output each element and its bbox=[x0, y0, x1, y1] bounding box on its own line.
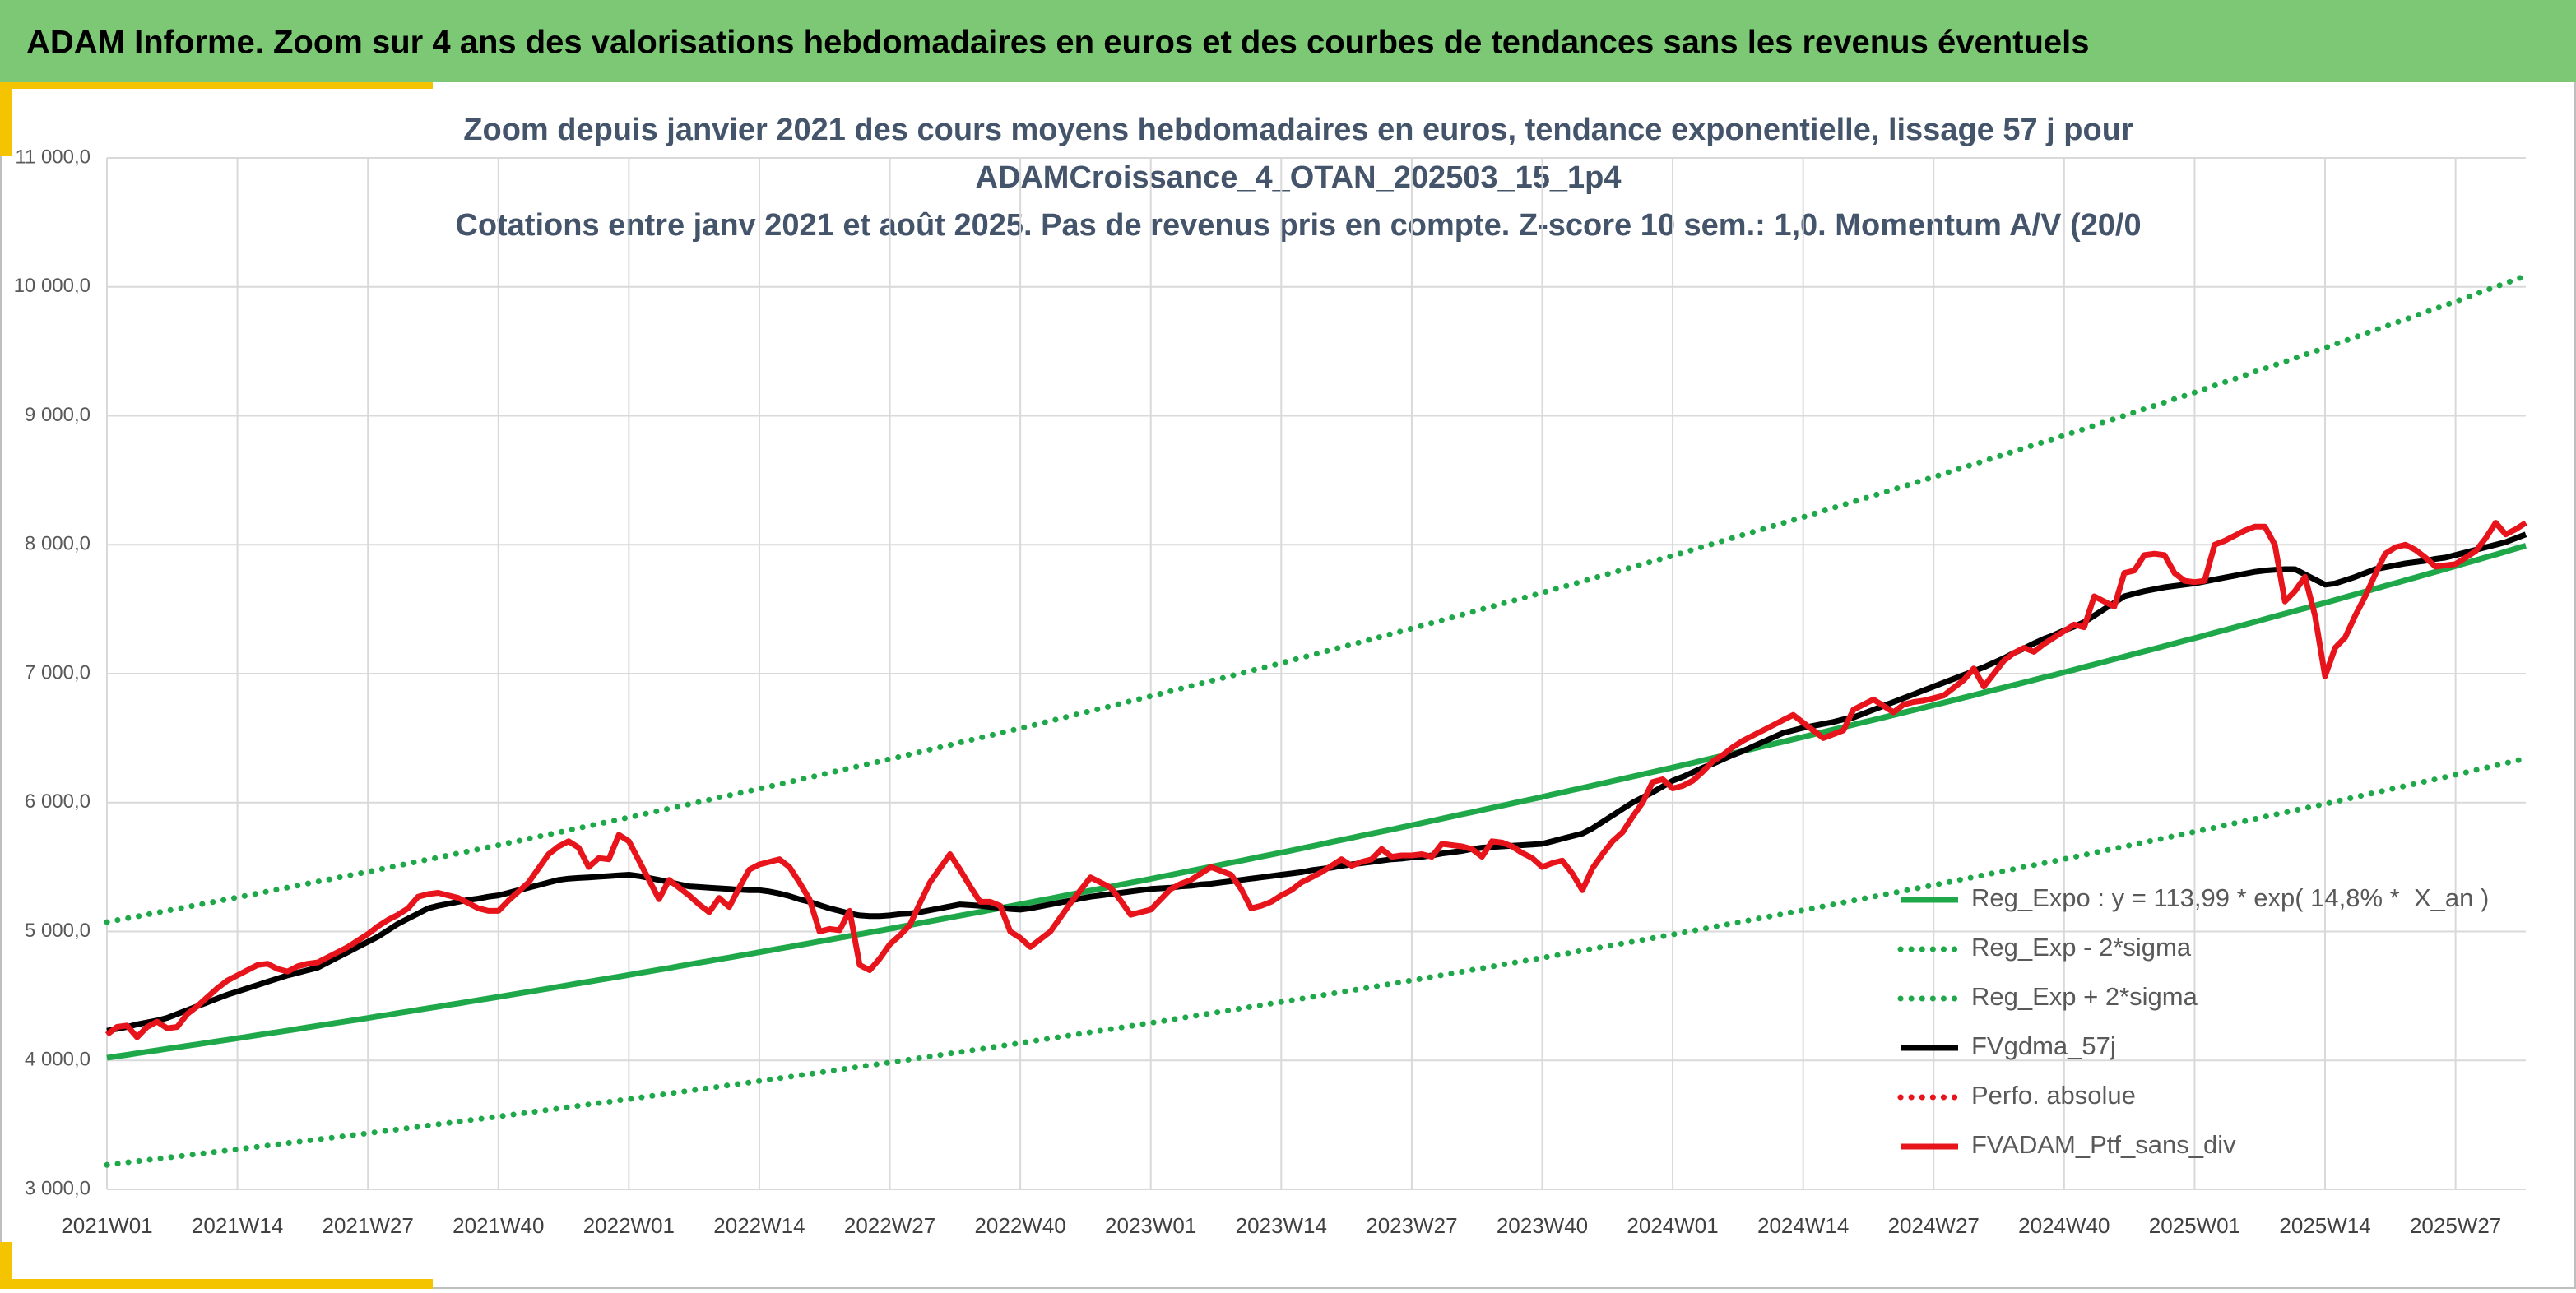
x-tick-label: 2023W27 bbox=[1366, 1213, 1457, 1238]
x-tick-label: 2021W14 bbox=[192, 1213, 283, 1238]
x-tick-label: 2023W14 bbox=[1236, 1213, 1327, 1238]
legend-label: Reg_Expo : y = 113,99 * exp( 14,8% * X_a… bbox=[1971, 883, 2489, 912]
x-tick-label: 2022W27 bbox=[844, 1213, 935, 1238]
legend-label: Reg_Exp + 2*sigma bbox=[1971, 982, 2198, 1011]
legend-label: FVADAM_Ptf_sans_div bbox=[1971, 1130, 2236, 1159]
x-tick-label: 2021W27 bbox=[323, 1213, 414, 1238]
series-line bbox=[106, 543, 2527, 1061]
x-tick-label: 2024W40 bbox=[2018, 1213, 2110, 1238]
accent bbox=[0, 82, 12, 156]
x-tick-label: 2025W27 bbox=[2410, 1213, 2501, 1238]
accent bbox=[0, 82, 433, 89]
chart-title: ADAMCroissance_4_OTAN_202503_15_1p4 bbox=[975, 160, 1621, 195]
x-tick-label: 2024W27 bbox=[1888, 1213, 1980, 1238]
y-tick-label: 8 000,0 bbox=[25, 533, 91, 555]
chart-title: Cotations entre janv 2021 et août 2025. … bbox=[455, 208, 2141, 243]
y-tick-label: 3 000,0 bbox=[25, 1177, 91, 1199]
x-tick-label: 2025W01 bbox=[2149, 1213, 2240, 1238]
legend-label: Perfo. absolue bbox=[1971, 1081, 2136, 1110]
accent bbox=[0, 1242, 12, 1289]
accent bbox=[0, 1279, 433, 1289]
y-tick-label: 4 000,0 bbox=[25, 1049, 91, 1071]
x-tick-label: 2021W01 bbox=[61, 1213, 152, 1238]
series-line bbox=[106, 531, 2527, 1034]
legend-label: FVgdma_57j bbox=[1971, 1031, 2116, 1060]
x-tick-label: 2022W40 bbox=[974, 1213, 1065, 1238]
x-tick-label: 2021W40 bbox=[453, 1213, 544, 1238]
legend-label: Reg_Exp - 2*sigma bbox=[1971, 933, 2192, 962]
series-line bbox=[104, 272, 2529, 925]
y-tick-label: 5 000,0 bbox=[25, 920, 91, 942]
x-tick-label: 2025W14 bbox=[2279, 1213, 2370, 1238]
x-tick-label: 2022W14 bbox=[713, 1213, 805, 1238]
x-tick-label: 2023W01 bbox=[1105, 1213, 1196, 1238]
series-line bbox=[104, 520, 2527, 1040]
y-tick-label: 7 000,0 bbox=[25, 661, 91, 684]
y-tick-label: 9 000,0 bbox=[25, 404, 91, 426]
y-tick-label: 11 000,0 bbox=[15, 146, 91, 168]
chart-title: Zoom depuis janvier 2021 des cours moyen… bbox=[463, 113, 2133, 147]
y-tick-label: 6 000,0 bbox=[25, 790, 91, 813]
x-tick-label: 2024W01 bbox=[1627, 1213, 1718, 1238]
header-title: ADAM Informe. Zoom sur 4 ans des valoris… bbox=[26, 25, 2090, 61]
x-tick-label: 2023W40 bbox=[1497, 1213, 1588, 1238]
y-tick-label: 10 000,0 bbox=[14, 275, 91, 297]
x-tick-label: 2024W14 bbox=[1757, 1213, 1849, 1238]
x-tick-label: 2022W01 bbox=[583, 1213, 675, 1238]
header-band bbox=[0, 0, 2576, 82]
